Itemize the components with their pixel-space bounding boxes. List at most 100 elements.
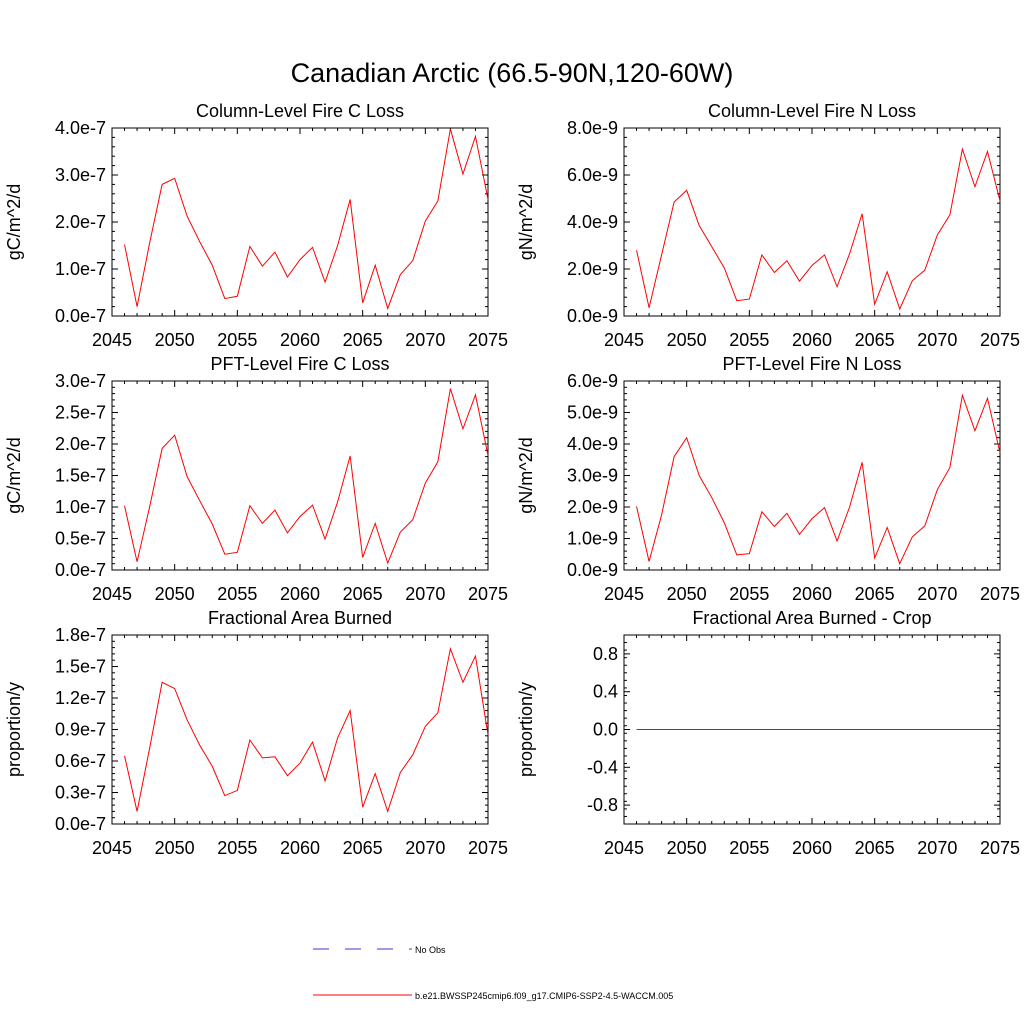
legend-label-model: b.e21.BWSSP245cmip6.f09_g17.CMIP6-SSP2-4… bbox=[415, 991, 673, 1001]
y-tick-label: 0.0e-9 bbox=[567, 560, 618, 580]
x-tick-label: 2045 bbox=[604, 330, 644, 350]
y-tick-label: 8.0e-9 bbox=[567, 118, 618, 138]
panel-title: PFT-Level Fire C Loss bbox=[210, 354, 389, 374]
x-tick-label: 2065 bbox=[855, 584, 895, 604]
y-tick-label: 6.0e-9 bbox=[567, 371, 618, 391]
series-line bbox=[124, 128, 489, 311]
x-tick-label: 2070 bbox=[917, 330, 957, 350]
x-tick-label: 2075 bbox=[980, 584, 1020, 604]
y-tick-label: 3.0e-7 bbox=[55, 371, 106, 391]
panel-title: Fractional Area Burned - Crop bbox=[692, 608, 931, 628]
y-tick-label: 4.0e-9 bbox=[567, 212, 618, 232]
y-axis-label: proportion/y bbox=[516, 682, 536, 777]
x-tick-label: 2070 bbox=[405, 584, 445, 604]
plot-frame bbox=[111, 127, 489, 317]
x-tick-label: 2065 bbox=[855, 330, 895, 350]
x-tick-label: 2060 bbox=[280, 584, 320, 604]
x-tick-label: 2045 bbox=[92, 330, 132, 350]
x-tick-label: 2055 bbox=[729, 330, 769, 350]
x-tick-label: 2055 bbox=[729, 838, 769, 858]
chart-panel-column-level-fire-n-loss: Column-Level Fire N Loss gN/m^2/d 2045 2050… bbox=[516, 101, 1020, 350]
chart-panel-column-level-fire-c-loss: Column-Level Fire C Loss gC/m^2/d 2045 2050… bbox=[4, 101, 508, 350]
legend: No Obs b.e21.BWSSP245cmip6.f09_g17.CMIP6… bbox=[313, 945, 673, 1001]
chart-panel-pft-level-fire-n-loss: PFT-Level Fire N Loss gN/m^2/d 2045 2050 205… bbox=[516, 354, 1020, 604]
y-tick-label: 1.2e-7 bbox=[55, 688, 106, 708]
y-axis-label: gN/m^2/d bbox=[516, 437, 536, 513]
x-tick-label: 2075 bbox=[980, 838, 1020, 858]
y-tick-label: 0.6e-7 bbox=[55, 751, 106, 771]
x-tick-label: 2055 bbox=[217, 584, 257, 604]
y-axis-label: gN/m^2/d bbox=[516, 184, 536, 260]
x-tick-label: 2055 bbox=[217, 838, 257, 858]
y-tick-label: 3.0e-9 bbox=[567, 466, 618, 486]
series-line bbox=[636, 147, 1001, 311]
y-tick-label: 5.0e-9 bbox=[567, 403, 618, 423]
x-tick-label: 2070 bbox=[917, 584, 957, 604]
x-tick-label: 2075 bbox=[468, 330, 508, 350]
panel-title: Fractional Area Burned bbox=[208, 608, 392, 628]
chart-panels: Column-Level Fire C Loss gC/m^2/d 2045 2050… bbox=[4, 101, 1020, 858]
legend-label-no-obs: No Obs bbox=[415, 945, 446, 955]
x-tick-label: 2075 bbox=[468, 584, 508, 604]
y-tick-label: 1.0e-9 bbox=[567, 529, 618, 549]
y-tick-label: 1.5e-7 bbox=[55, 657, 106, 677]
chart-panel-pft-level-fire-c-loss: PFT-Level Fire C Loss gC/m^2/d 2045 2050 205… bbox=[4, 354, 508, 604]
y-tick-label: 0.3e-7 bbox=[55, 783, 106, 803]
x-tick-label: 2050 bbox=[667, 838, 707, 858]
plot-frame bbox=[623, 127, 1001, 317]
y-axis-label: gC/m^2/d bbox=[4, 184, 24, 260]
y-tick-label: -0.8 bbox=[587, 795, 618, 815]
x-tick-label: 2060 bbox=[792, 330, 832, 350]
figure-title: Canadian Arctic (66.5-90N,120-60W) bbox=[291, 58, 734, 88]
series-line bbox=[124, 646, 489, 814]
y-tick-label: 0.0 bbox=[593, 720, 618, 740]
x-tick-label: 2045 bbox=[92, 838, 132, 858]
x-tick-label: 2055 bbox=[217, 330, 257, 350]
y-tick-label: 0.5e-7 bbox=[55, 529, 106, 549]
y-tick-label: 4.0e-7 bbox=[55, 118, 106, 138]
y-tick-label: 2.0e-9 bbox=[567, 497, 618, 517]
x-tick-label: 2075 bbox=[468, 838, 508, 858]
x-tick-label: 2065 bbox=[343, 584, 383, 604]
series-line bbox=[636, 393, 1001, 566]
y-tick-label: 2.0e-7 bbox=[55, 434, 106, 454]
x-tick-label: 2060 bbox=[280, 838, 320, 858]
y-tick-label: 6.0e-9 bbox=[567, 165, 618, 185]
series-line bbox=[124, 388, 489, 565]
y-tick-label: 1.8e-7 bbox=[55, 625, 106, 645]
y-axis-label: gC/m^2/d bbox=[4, 437, 24, 513]
x-tick-label: 2060 bbox=[792, 584, 832, 604]
y-tick-label: 0.0e-7 bbox=[55, 306, 106, 326]
y-tick-label: 0.8 bbox=[593, 644, 618, 664]
y-tick-label: 4.0e-9 bbox=[567, 434, 618, 454]
y-tick-label: 3.0e-7 bbox=[55, 165, 106, 185]
panel-title: PFT-Level Fire N Loss bbox=[722, 354, 901, 374]
plot-frame bbox=[111, 380, 489, 571]
y-tick-label: -0.4 bbox=[587, 757, 618, 777]
y-tick-label: 1.0e-7 bbox=[55, 259, 106, 279]
x-tick-label: 2075 bbox=[980, 330, 1020, 350]
y-tick-label: 0.0e-9 bbox=[567, 306, 618, 326]
y-tick-label: 0.0e-7 bbox=[55, 814, 106, 834]
y-tick-label: 0.4 bbox=[593, 682, 618, 702]
plot-frame bbox=[111, 634, 489, 825]
y-tick-label: 2.0e-9 bbox=[567, 259, 618, 279]
x-tick-label: 2060 bbox=[280, 330, 320, 350]
chart-panel-fractional-area-burned-crop: Fractional Area Burned - Crop proportion/… bbox=[516, 608, 1020, 858]
plot-frame bbox=[623, 380, 1001, 571]
panel-title: Column-Level Fire N Loss bbox=[708, 101, 916, 121]
y-tick-label: 0.9e-7 bbox=[55, 720, 106, 740]
y-tick-label: 1.5e-7 bbox=[55, 466, 106, 486]
y-tick-label: 2.0e-7 bbox=[55, 212, 106, 232]
x-tick-label: 2070 bbox=[405, 838, 445, 858]
x-tick-label: 2070 bbox=[917, 838, 957, 858]
x-tick-label: 2065 bbox=[343, 838, 383, 858]
x-tick-label: 2065 bbox=[343, 330, 383, 350]
x-tick-label: 2070 bbox=[405, 330, 445, 350]
x-tick-label: 2045 bbox=[604, 584, 644, 604]
x-tick-label: 2050 bbox=[155, 838, 195, 858]
x-tick-label: 2050 bbox=[667, 584, 707, 604]
x-tick-label: 2045 bbox=[604, 838, 644, 858]
x-tick-label: 2060 bbox=[792, 838, 832, 858]
